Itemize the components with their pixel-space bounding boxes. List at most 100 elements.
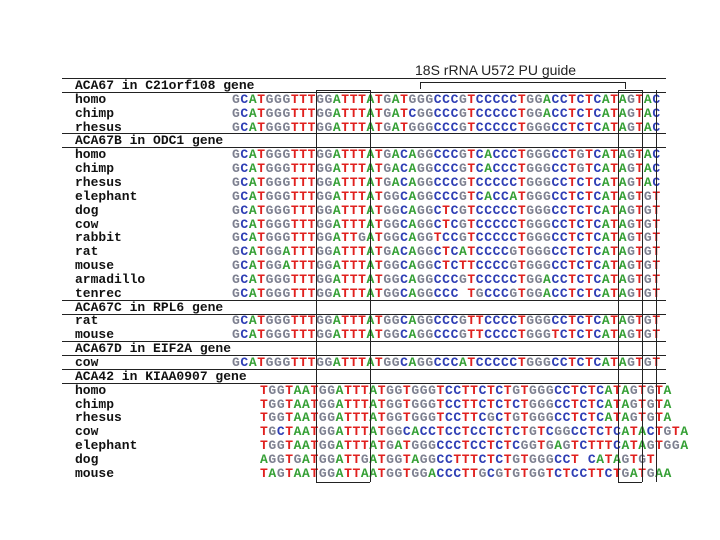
nucleotide: G [576, 147, 586, 163]
nucleotide: G [282, 216, 291, 232]
nucleotide: T [257, 161, 266, 177]
nucleotide: T [655, 438, 664, 454]
nucleotide: A [601, 216, 611, 232]
nucleotide: G [274, 105, 283, 121]
nucleotide: T [307, 147, 317, 163]
nucleotide: T [341, 105, 350, 121]
nucleotide: A [618, 147, 628, 163]
species-name: homo [75, 91, 107, 107]
nucleotide: G [324, 91, 333, 107]
nucleotide: T [374, 147, 384, 163]
nucleotide: T [585, 285, 594, 301]
nucleotide: A [332, 313, 342, 329]
nucleotide: T [568, 327, 577, 343]
nucleotide: G [276, 438, 286, 454]
nucleotide: G [643, 216, 653, 232]
nucleotide: C [442, 285, 451, 301]
sequence: GCATGGGTTTGGATTTATGGCAGGCTCGTCCCCCTGGGCC… [232, 218, 661, 231]
nucleotide: G [537, 396, 546, 412]
nucleotide: C [559, 271, 569, 287]
nucleotide: C [400, 216, 409, 232]
nucleotide: A [408, 147, 417, 163]
species-name: cow [75, 424, 99, 440]
nucleotide: A [618, 119, 628, 135]
nucleotide: G [383, 313, 392, 329]
nucleotide: G [416, 91, 426, 107]
nucleotide: G [232, 258, 241, 274]
separator-line [62, 133, 666, 135]
nucleotide: A [332, 355, 342, 370]
nucleotide: A [332, 147, 342, 163]
nucleotide: G [534, 216, 544, 232]
nucleotide: G [425, 230, 434, 246]
nucleotide: C [442, 174, 451, 190]
nucleotide: A [621, 438, 630, 454]
nucleotide: C [551, 258, 560, 274]
nucleotide: C [433, 119, 443, 135]
nucleotide: G [425, 119, 434, 135]
nucleotide: T [310, 438, 319, 454]
nucleotide: G [627, 355, 636, 370]
nucleotide: T [349, 105, 359, 121]
nucleotide: G [318, 396, 328, 412]
nucleotide: G [324, 161, 333, 177]
nucleotide: C [576, 119, 586, 135]
nucleotide: G [416, 105, 426, 121]
nucleotide: G [543, 244, 552, 260]
nucleotide: T [260, 396, 269, 412]
nucleotide: T [587, 465, 597, 481]
nucleotide: T [585, 147, 594, 163]
nucleotide: G [543, 355, 552, 370]
nucleotide: T [290, 202, 300, 218]
nucleotide: G [627, 285, 636, 301]
nucleotide: G [391, 271, 401, 287]
nucleotide: G [383, 216, 392, 232]
nucleotide: T [635, 285, 644, 301]
nucleotide: C [571, 424, 580, 440]
nucleotide: A [248, 105, 258, 121]
nucleotide: C [492, 327, 501, 343]
nucleotide: A [618, 271, 628, 287]
nucleotide: T [358, 244, 367, 260]
nucleotide: G [265, 216, 275, 232]
nucleotide: A [369, 396, 378, 412]
nucleotide: A [408, 161, 417, 177]
nucleotide: G [495, 465, 504, 481]
nucleotide: T [470, 465, 479, 481]
nucleotide: T [290, 285, 300, 301]
nucleotide: T [433, 230, 443, 246]
nucleotide: T [341, 188, 350, 204]
nucleotide: T [610, 202, 619, 218]
nucleotide: T [310, 410, 319, 426]
nucleotide: G [425, 313, 434, 329]
nucleotide: G [425, 244, 434, 260]
nucleotide: C [559, 216, 569, 232]
nucleotide: T [402, 465, 412, 481]
nucleotide: C [596, 382, 605, 398]
nucleotide: G [324, 188, 333, 204]
nucleotide: T [568, 105, 577, 121]
nucleotide: G [282, 202, 291, 218]
nucleotide: T [260, 438, 269, 454]
nucleotide: T [374, 105, 384, 121]
nucleotide: T [467, 119, 476, 135]
nucleotide: G [265, 313, 275, 329]
nucleotide: T [517, 105, 527, 121]
nucleotide: G [627, 188, 636, 204]
nucleotide: C [492, 188, 501, 204]
nucleotide: T [604, 424, 614, 440]
nucleotide: C [240, 119, 249, 135]
nucleotide: G [394, 382, 403, 398]
nucleotide: T [290, 244, 300, 260]
nucleotide: A [458, 244, 468, 260]
nucleotide: C [501, 230, 510, 246]
nucleotide: A [618, 258, 628, 274]
species-name: chimp [75, 396, 115, 412]
nucleotide: G [324, 313, 333, 329]
nucleotide: T [310, 382, 319, 398]
nucleotide: C [442, 188, 451, 204]
nucleotide: C [400, 258, 409, 274]
nucleotide: T [352, 396, 361, 412]
nucleotide: C [475, 244, 485, 260]
nucleotide: T [486, 451, 496, 467]
